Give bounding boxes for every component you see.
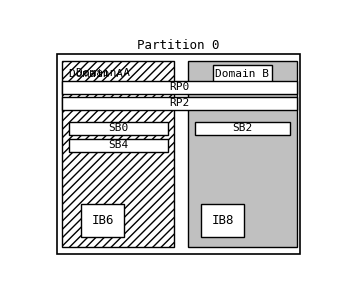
Bar <box>201 204 244 237</box>
Bar <box>69 139 168 152</box>
Text: Domain B: Domain B <box>215 69 269 79</box>
Bar <box>69 122 168 135</box>
Bar <box>62 81 297 94</box>
Bar <box>188 61 297 247</box>
Bar <box>57 54 300 254</box>
Text: Partition 0: Partition 0 <box>137 39 220 52</box>
Text: SB0: SB0 <box>108 123 128 133</box>
Text: RP2: RP2 <box>169 98 190 108</box>
Text: Domain A: Domain A <box>69 69 123 79</box>
Text: SB2: SB2 <box>232 123 253 133</box>
Bar <box>62 61 174 88</box>
Bar <box>62 61 174 247</box>
Text: IB6: IB6 <box>92 214 114 227</box>
Text: RP0: RP0 <box>169 82 190 92</box>
Text: IB8: IB8 <box>212 214 234 227</box>
Bar <box>195 122 290 135</box>
Bar <box>213 65 272 82</box>
Text: SB4: SB4 <box>108 141 128 150</box>
Text: Domain A: Domain A <box>76 68 130 78</box>
Bar <box>81 204 125 237</box>
Bar <box>62 97 297 110</box>
